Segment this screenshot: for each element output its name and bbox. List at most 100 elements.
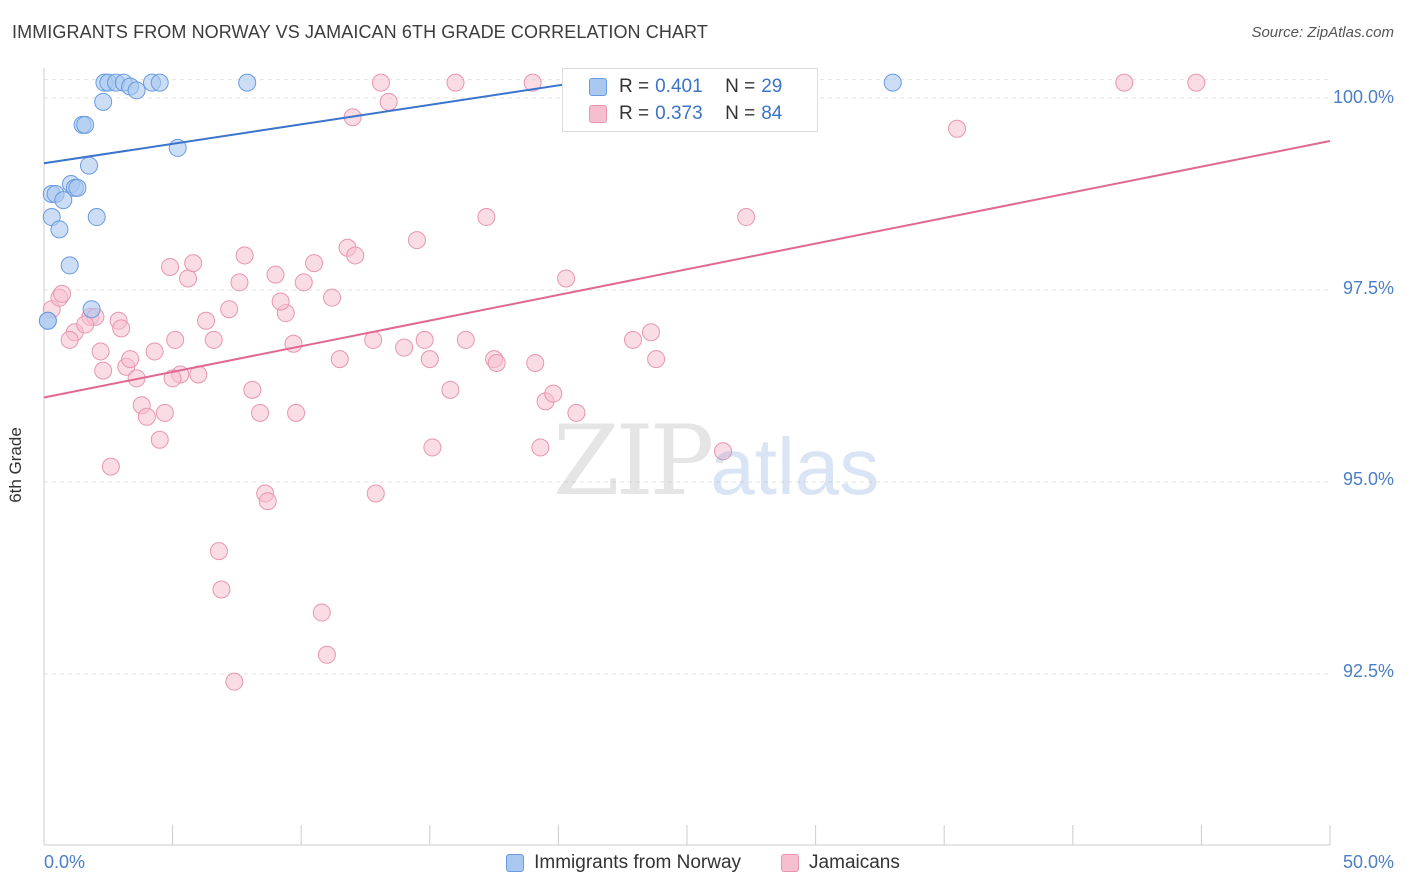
legend-swatch-blue — [589, 78, 607, 96]
gridlines — [44, 79, 1330, 675]
trend-lines — [43, 78, 1331, 399]
legend-n-value: 29 — [761, 76, 783, 97]
jamaicans-point — [60, 330, 79, 349]
y-tick-label-95: 95.0% — [1342, 469, 1394, 489]
jamaicans-point — [379, 92, 398, 111]
jamaicans-point — [441, 380, 460, 399]
jamaicans-point — [948, 119, 967, 138]
jamaicans-point — [112, 319, 131, 338]
jamaicans-point — [271, 292, 290, 311]
jamaicans-point — [407, 231, 426, 250]
jamaicans-point — [366, 484, 385, 503]
jamaicans-point — [456, 330, 475, 349]
legend-swatch-pink — [589, 105, 607, 123]
legend-n-value: 84 — [761, 103, 783, 124]
norway-point — [883, 73, 902, 92]
jamaicans-point — [395, 338, 414, 357]
norway-point — [76, 115, 95, 134]
jamaicans-point — [94, 361, 113, 380]
jamaicans-point — [714, 442, 733, 461]
jamaicans-point — [737, 208, 756, 227]
jamaicans-point — [420, 350, 439, 369]
y-tick-label-97-5: 97.5% — [1342, 278, 1394, 298]
norway-point — [38, 311, 57, 330]
jamaicans-point — [258, 492, 277, 511]
jamaicans-point — [446, 73, 465, 92]
jamaicans-point — [197, 311, 216, 330]
x-tick-label-min: 0.0% — [44, 852, 86, 872]
jamaicans-point — [371, 73, 390, 92]
norway-points — [38, 73, 902, 330]
norway-point — [150, 73, 169, 92]
jamaicans-point — [230, 273, 249, 292]
jamaicans-point — [544, 384, 563, 403]
jamaicans-points — [42, 73, 1206, 691]
norway-point — [80, 156, 99, 175]
jamaicans-point — [137, 407, 156, 426]
norway-point — [127, 81, 146, 100]
jamaicans-point — [179, 269, 198, 288]
jamaicans-point — [287, 403, 306, 422]
series-legend-jamaicans[interactable]: Jamaicans — [781, 852, 900, 874]
jamaicans-point — [423, 438, 442, 457]
jamaicans-point — [477, 208, 496, 227]
jamaicans-point — [220, 300, 239, 319]
watermark-zip: ZIP — [553, 405, 714, 517]
norway-point — [54, 191, 73, 210]
jamaicans-point — [235, 246, 254, 265]
jamaicans-point — [145, 342, 164, 361]
jamaicans-point — [76, 315, 95, 334]
jamaicans-point — [161, 257, 180, 276]
source-label: Source: ZipAtlas.com — [1251, 24, 1394, 41]
jamaicans-point — [567, 403, 586, 422]
series-legend-label: Immigrants from Norway — [534, 852, 742, 873]
watermark: ZIPatlas — [553, 405, 879, 517]
norway-point — [94, 92, 113, 111]
jamaicans-point — [312, 603, 331, 622]
norway-point — [60, 256, 79, 275]
jamaicans-point — [557, 269, 576, 288]
jamaicans-point — [1187, 73, 1206, 92]
jamaicans-trend-line — [43, 140, 1331, 399]
norway-point — [50, 220, 69, 239]
jamaicans-point — [641, 323, 660, 342]
y-tick-label-100: 100.0% — [1332, 87, 1394, 107]
jamaicans-point — [531, 438, 550, 457]
jamaicans-point — [225, 672, 244, 691]
jamaicans-point — [163, 369, 182, 388]
legend-row-jamaicans: R = 0.373 N = 84 — [589, 103, 782, 125]
jamaicans-point — [317, 645, 336, 664]
series-legend-norway[interactable]: Immigrants from Norway — [506, 852, 741, 874]
series-legend: Immigrants from Norway Jamaicans — [0, 852, 1406, 874]
jamaicans-point — [155, 403, 174, 422]
norway-point — [82, 300, 101, 319]
legend-row-norway: R = 0.401 N = 29 — [589, 76, 782, 98]
jamaicans-point — [266, 265, 285, 284]
jamaicans-point — [305, 254, 324, 273]
jamaicans-point — [251, 403, 270, 422]
x-tick-label-max: 50.0% — [1342, 852, 1394, 872]
jamaicans-point — [204, 330, 223, 349]
legend-n-label: N = — [725, 76, 756, 97]
legend-swatch-pink — [781, 854, 800, 872]
jamaicans-point — [53, 284, 72, 303]
y-axis-label: 6th Grade — [6, 427, 25, 503]
legend-r-label: R = — [619, 76, 650, 97]
jamaicans-point — [523, 73, 542, 92]
jamaicans-point — [623, 330, 642, 349]
jamaicans-point — [91, 342, 110, 361]
y-tick-label-92-5: 92.5% — [1342, 661, 1394, 681]
jamaicans-point — [487, 353, 506, 372]
jamaicans-point — [346, 246, 365, 265]
jamaicans-point — [166, 330, 185, 349]
jamaicans-point — [121, 350, 140, 369]
jamaicans-point — [243, 380, 262, 399]
jamaicans-point — [150, 430, 169, 449]
jamaicans-point — [1115, 73, 1134, 92]
norway-point — [87, 208, 106, 227]
legend-r-value: 0.401 — [655, 76, 703, 97]
legend-r-value: 0.373 — [655, 103, 703, 124]
chart-title: IMMIGRANTS FROM NORWAY VS JAMAICAN 6TH G… — [12, 22, 708, 42]
jamaicans-point — [212, 580, 231, 599]
